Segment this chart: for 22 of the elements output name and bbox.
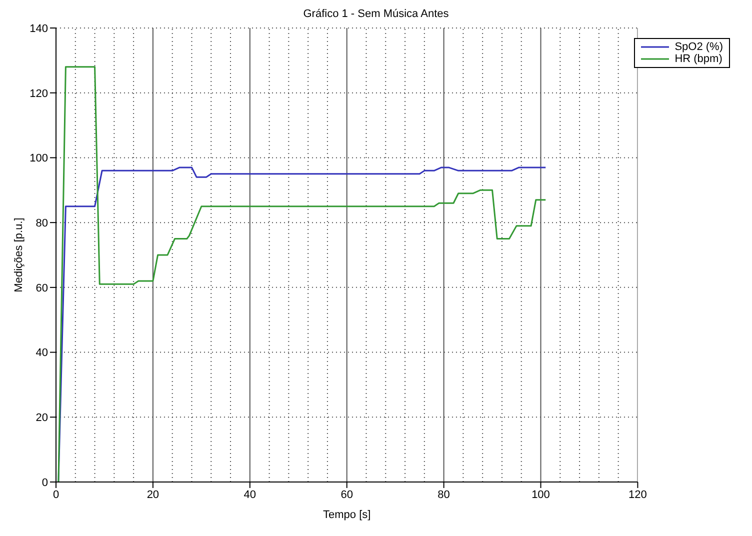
legend-label: SpO2 (%) bbox=[674, 41, 723, 53]
y-tick-label: 100 bbox=[30, 152, 48, 165]
y-tick-label: 40 bbox=[36, 347, 48, 360]
line-series bbox=[58, 166, 546, 482]
x-tick-label: 100 bbox=[532, 488, 550, 501]
x-tick-label: 40 bbox=[244, 488, 256, 501]
legend-label: HR (bpm) bbox=[674, 53, 722, 65]
line-series bbox=[58, 66, 546, 482]
x-axis-title: Tempo [s] bbox=[323, 509, 371, 521]
x-tick-label: 80 bbox=[438, 488, 450, 501]
x-tick-label: 20 bbox=[146, 488, 160, 501]
y-tick-label: 60 bbox=[36, 282, 48, 294]
y-tick-label: 120 bbox=[30, 88, 48, 100]
y-axis-title: Medições [p.u.] bbox=[12, 218, 25, 292]
y-tick-label: 20 bbox=[36, 412, 48, 424]
y-tick-label: 80 bbox=[36, 217, 48, 230]
x-tick-label: 120 bbox=[628, 488, 647, 501]
y-tick-label: 140 bbox=[30, 22, 48, 35]
x-tick-label: 60 bbox=[340, 488, 353, 501]
chart-title: Gráfico 1 - Sem Música Antes bbox=[302, 8, 450, 20]
y-tick-label: 0 bbox=[42, 476, 48, 489]
x-tick-label: 0 bbox=[52, 488, 60, 501]
